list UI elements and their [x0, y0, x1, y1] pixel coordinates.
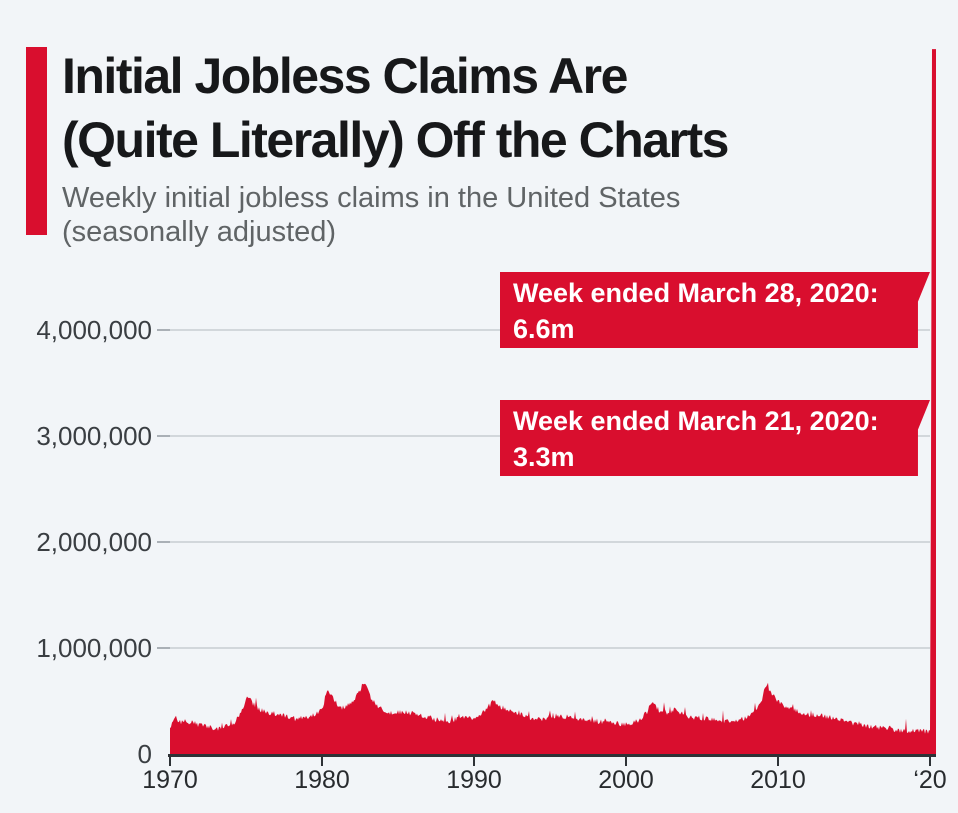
annotation-text: Week ended March 28, 2020: [513, 278, 879, 308]
page-subtitle: Weekly initial jobless claims in the Uni… [62, 182, 681, 248]
y-axis-tick [157, 329, 170, 331]
y-axis-label: 2,000,000 [36, 527, 152, 557]
x-axis-label: 1970 [142, 766, 198, 794]
y-axis-label: 3,000,000 [36, 421, 152, 451]
x-axis-label: ‘20 [913, 766, 947, 794]
x-axis-tick [929, 757, 931, 766]
annotation-value: 6.6m [513, 314, 575, 344]
x-axis-tick [321, 757, 323, 766]
y-axis-tick [157, 647, 170, 649]
annotation-march-21: Week ended March 21, 2020: 3.3m [500, 400, 930, 476]
title-accent-bar [26, 47, 47, 235]
x-axis-tick [169, 757, 171, 766]
gridline [170, 541, 930, 543]
y-axis-label: 4,000,000 [36, 315, 152, 345]
x-axis-label: 1980 [294, 766, 350, 794]
page-title: Initial Jobless Claims Are (Quite Litera… [62, 48, 729, 168]
y-axis-label: 1,000,000 [36, 633, 152, 663]
y-axis-tick [157, 541, 170, 543]
x-axis-label: 2010 [750, 766, 806, 794]
annotation-text: Week ended March 21, 2020: [513, 406, 879, 436]
x-axis-line [168, 754, 936, 757]
x-axis-label: 2000 [598, 766, 654, 794]
gridline [170, 647, 930, 649]
x-axis-label: 1990 [446, 766, 502, 794]
annotation-value: 3.3m [513, 442, 575, 472]
annotation-march-28: Week ended March 28, 2020: 6.6m [500, 272, 930, 348]
x-axis-tick [473, 757, 475, 766]
x-axis-tick [777, 757, 779, 766]
x-axis-tick [625, 757, 627, 766]
y-axis-label: 0 [137, 739, 152, 769]
y-axis-tick [157, 435, 170, 437]
